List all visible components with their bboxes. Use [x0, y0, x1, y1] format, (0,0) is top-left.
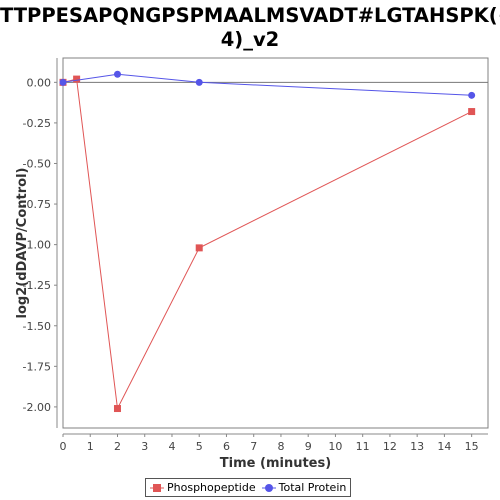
- y-tick-label: -1.50: [23, 320, 51, 333]
- y-tick-label: -0.75: [23, 198, 51, 211]
- data-point-phosphopeptide: [113, 405, 121, 413]
- y-tick-label: -1.00: [23, 239, 51, 252]
- x-tick-label: 15: [465, 440, 479, 453]
- x-tick-label: 0: [60, 440, 67, 453]
- legend: Phosphopeptide Total Protein: [145, 478, 352, 497]
- data-point-phosphopeptide: [468, 108, 476, 116]
- x-tick-label: 10: [328, 440, 342, 453]
- chart-title-line-2: 4)_v2: [220, 28, 280, 51]
- x-tick-label: 4: [168, 440, 175, 453]
- x-tick-label: 13: [410, 440, 424, 453]
- data-point-phosphopeptide: [73, 75, 81, 83]
- y-tick-label: -0.25: [23, 117, 51, 130]
- x-tick-label: 7: [250, 440, 257, 453]
- x-axis-title: Time (minutes): [220, 456, 331, 471]
- y-tick-label: -0.50: [23, 157, 51, 170]
- legend-item-total-protein: Total Protein: [261, 481, 347, 494]
- x-tick-label: 6: [223, 440, 230, 453]
- data-point-total-protein: [113, 70, 121, 78]
- chart-title: TTPPESAPQNGPSPMAALMSVADT#LGTAHSPK(+ 4)_v…: [0, 4, 500, 52]
- plot-area: [62, 57, 489, 429]
- x-tick-label: 5: [196, 440, 203, 453]
- x-tick-label: 12: [383, 440, 397, 453]
- y-axis-title: log2(dDAVP/Control): [15, 168, 30, 319]
- x-tick-label: 9: [305, 440, 312, 453]
- data-point-total-protein: [468, 91, 476, 99]
- y-tick-label: -1.25: [23, 279, 51, 292]
- chart-title-line-1: TTPPESAPQNGPSPMAALMSVADT#LGTAHSPK(+: [0, 4, 500, 27]
- x-tick-label: 11: [356, 440, 370, 453]
- y-tick-label: -2.00: [23, 401, 51, 414]
- legend-label-total-protein: Total Protein: [278, 481, 347, 494]
- data-point-phosphopeptide: [195, 244, 203, 252]
- x-tick-label: 1: [87, 440, 94, 453]
- data-point-total-protein: [59, 78, 67, 86]
- x-tick-label: 3: [141, 440, 148, 453]
- legend-item-phosphopeptide: Phosphopeptide: [150, 481, 256, 494]
- y-tick-label: 0.00: [27, 76, 52, 89]
- legend-label-phosphopeptide: Phosphopeptide: [167, 481, 256, 494]
- series-line-total-protein: [62, 73, 472, 96]
- legend-swatch-phosphopeptide: [150, 483, 164, 492]
- data-point-total-protein: [195, 78, 203, 86]
- legend-swatch-total-protein: [261, 483, 276, 492]
- y-tick-label: -1.75: [23, 360, 51, 373]
- x-tick-label: 14: [437, 440, 451, 453]
- x-tick-label: 2: [114, 440, 121, 453]
- x-tick-label: 8: [277, 440, 284, 453]
